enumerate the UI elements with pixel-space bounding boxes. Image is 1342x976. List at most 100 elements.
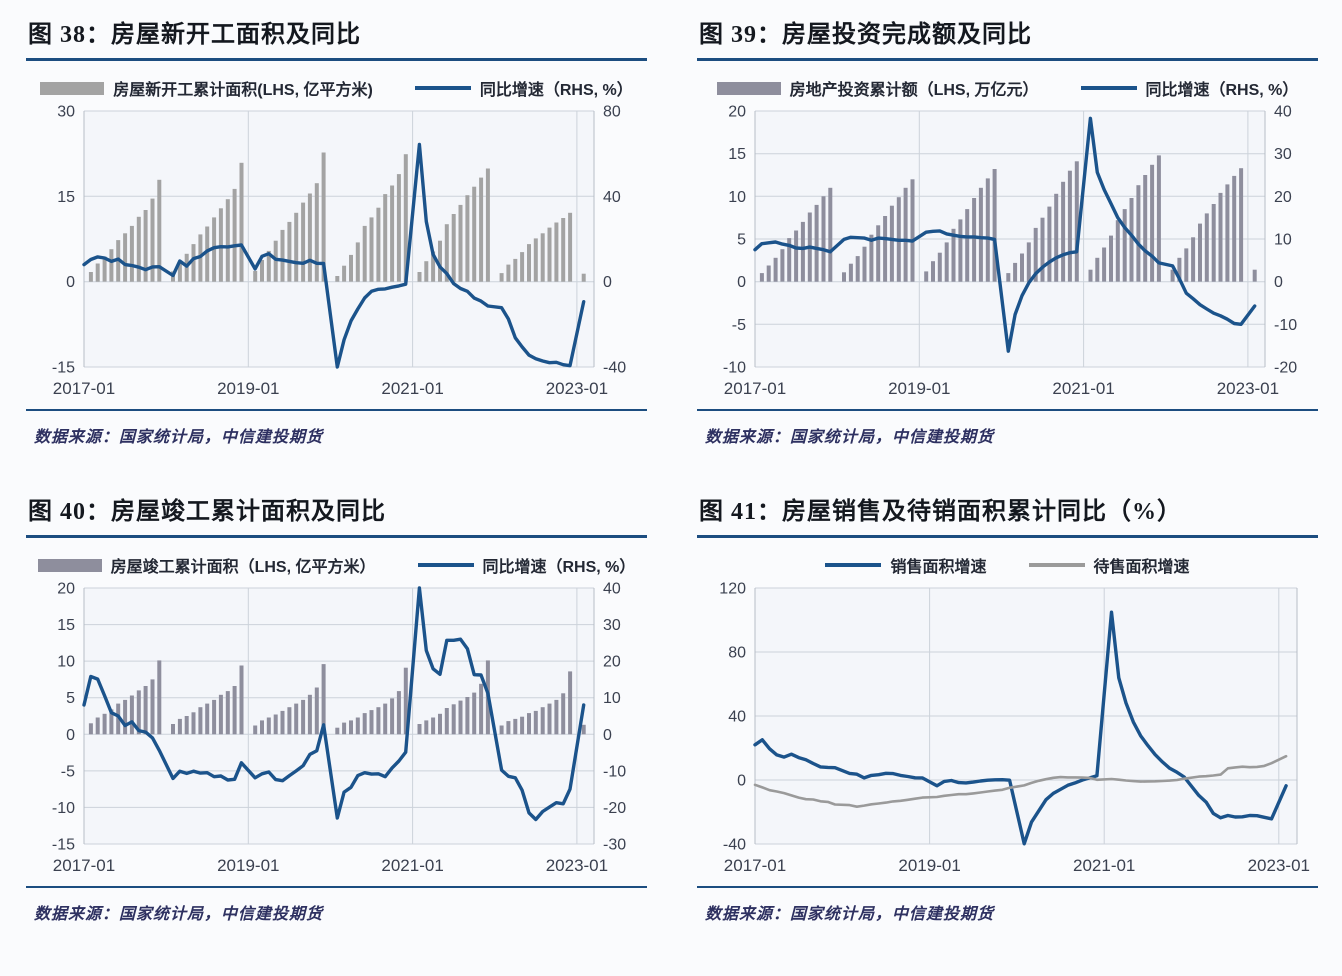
svg-text:5: 5	[66, 690, 75, 707]
svg-text:40: 40	[603, 189, 621, 206]
figure-41-title: 图 41：房屋销售及待销面积累计同比（%）	[699, 499, 1182, 525]
svg-text:-10: -10	[603, 763, 626, 780]
svg-text:-10: -10	[1274, 317, 1297, 334]
line-series-swatch	[825, 563, 882, 567]
svg-text:20: 20	[728, 104, 746, 121]
svg-text:-15: -15	[52, 837, 75, 854]
svg-text:2023-01: 2023-01	[546, 379, 608, 398]
figure-39-panel: 图 39：房屋投资完成额及同比 房地产投资累计额（LHS, 万亿元） 同比增速（…	[697, 10, 1318, 447]
figure-38-legend: 房屋新开工累计面积(LHS, 亿平方米) 同比增速（RHS, %）	[26, 75, 647, 101]
legend-label: 同比增速（RHS, %）	[479, 82, 633, 99]
svg-text:2021-01: 2021-01	[1052, 379, 1114, 398]
figure-40-panel: 图 40：房屋竣工累计面积及同比 房屋竣工累计面积（LHS, 亿平方米） 同比增…	[26, 487, 647, 924]
report-page: 图 38：房屋新开工面积及同比 房屋新开工累计面积(LHS, 亿平方米) 同比增…	[26, 10, 1318, 924]
svg-text:30: 30	[603, 617, 621, 634]
source-divider	[697, 409, 1318, 411]
svg-text:2017-01: 2017-01	[53, 379, 115, 398]
figure-40-legend: 房屋竣工累计面积（LHS, 亿平方米） 同比增速（RHS, %）	[26, 552, 647, 578]
svg-text:-40: -40	[723, 837, 746, 854]
svg-text:40: 40	[603, 581, 621, 598]
figure-41-legend: 销售面积增速 待售面积增速	[697, 552, 1318, 578]
line-series-swatch	[1028, 563, 1085, 567]
svg-text:10: 10	[57, 654, 75, 671]
svg-text:15: 15	[57, 617, 75, 634]
legend-label: 房地产投资累计额（LHS, 万亿元）	[789, 82, 1039, 99]
svg-text:10: 10	[603, 690, 621, 707]
data-source-note: 数据来源：国家统计局，中信建投期货	[34, 906, 324, 923]
bar-series-swatch	[40, 81, 105, 95]
data-source-note: 数据来源：国家统计局，中信建投期货	[705, 906, 995, 923]
svg-text:2023-01: 2023-01	[1248, 856, 1310, 875]
figure-40-chart-canvas: 20 15 10 5 0 -5 -10 -15 40 30 20 10 0 -10 -20 -30 2017-0…	[26, 580, 646, 880]
svg-text:2017-01: 2017-01	[724, 379, 786, 398]
legend-item-line: 同比增速（RHS, %）	[417, 553, 636, 577]
title-divider	[697, 58, 1318, 61]
svg-text:-10: -10	[723, 360, 746, 377]
bar-series-swatch	[716, 81, 781, 95]
legend-label: 销售面积增速	[890, 559, 987, 576]
legend-label: 待售面积增速	[1093, 559, 1190, 576]
svg-text:0: 0	[1274, 274, 1283, 291]
line-series-swatch	[414, 86, 471, 90]
svg-text:0: 0	[66, 727, 75, 744]
data-source-note: 数据来源：国家统计局，中信建投期货	[705, 429, 995, 446]
svg-text:-30: -30	[603, 837, 626, 854]
svg-text:2021-01: 2021-01	[381, 856, 443, 875]
svg-text:30: 30	[57, 104, 75, 121]
figure-40-title: 图 40：房屋竣工累计面积及同比	[28, 499, 386, 525]
svg-text:2019-01: 2019-01	[888, 379, 950, 398]
svg-text:0: 0	[737, 274, 746, 291]
svg-text:40: 40	[728, 709, 746, 726]
figure-41-panel: 图 41：房屋销售及待销面积累计同比（%） 销售面积增速 待售面积增速 120 8…	[697, 487, 1318, 924]
svg-text:2023-01: 2023-01	[1217, 379, 1279, 398]
svg-text:2017-01: 2017-01	[724, 856, 786, 875]
title-divider	[697, 535, 1318, 538]
svg-text:2023-01: 2023-01	[546, 856, 608, 875]
figure-38-chart-canvas: 30 15 0 -15 80 40 0 -40 2017-01 2019-01 2021-01 202…	[26, 103, 646, 403]
legend-label: 同比增速（RHS, %）	[482, 559, 636, 576]
svg-text:30: 30	[1274, 146, 1292, 163]
legend-item-line: 同比增速（RHS, %）	[1080, 76, 1298, 100]
title-divider	[26, 535, 647, 538]
svg-text:2019-01: 2019-01	[898, 856, 960, 875]
figure-38-title: 图 38：房屋新开工面积及同比	[28, 22, 361, 48]
legend-item-line: 同比增速（RHS, %）	[414, 76, 633, 100]
svg-text:20: 20	[1274, 189, 1292, 206]
svg-text:0: 0	[603, 727, 612, 744]
line-series-swatch	[417, 563, 474, 567]
svg-text:20: 20	[603, 654, 621, 671]
figure-39-legend: 房地产投资累计额（LHS, 万亿元） 同比增速（RHS, %）	[697, 75, 1318, 101]
bar-series-swatch	[37, 558, 102, 572]
source-divider	[697, 886, 1318, 888]
figure-41-chart-canvas: 120 80 40 0 -40 2017-01 2019-01 2021-01 2023-01	[697, 580, 1317, 880]
svg-text:-20: -20	[1274, 360, 1297, 377]
legend-item-bars: 房屋竣工累计面积（LHS, 亿平方米）	[37, 553, 376, 577]
svg-text:15: 15	[57, 189, 75, 206]
svg-text:-5: -5	[732, 317, 746, 334]
data-source-note: 数据来源：国家统计局，中信建投期货	[34, 429, 324, 446]
legend-item-inventory-line: 待售面积增速	[1028, 553, 1190, 577]
svg-text:40: 40	[1274, 104, 1292, 121]
svg-text:80: 80	[728, 645, 746, 662]
figure-39-chart-canvas: 20 15 10 5 0 -5 -10 40 30 20 10 0 -10 -20 2017-01 2019-…	[697, 103, 1317, 403]
svg-text:120: 120	[719, 581, 746, 598]
svg-text:80: 80	[603, 104, 621, 121]
svg-text:-5: -5	[61, 763, 75, 780]
svg-text:5: 5	[737, 232, 746, 249]
figure-39-title: 图 39：房屋投资完成额及同比	[699, 22, 1032, 48]
legend-item-bars: 房地产投资累计额（LHS, 万亿元）	[716, 76, 1039, 100]
svg-text:2021-01: 2021-01	[381, 379, 443, 398]
legend-label: 房屋新开工累计面积(LHS, 亿平方米)	[113, 82, 373, 99]
svg-text:20: 20	[57, 581, 75, 598]
svg-text:-10: -10	[52, 800, 75, 817]
svg-text:2019-01: 2019-01	[217, 379, 279, 398]
legend-label: 房屋竣工累计面积（LHS, 亿平方米）	[110, 559, 376, 576]
source-divider	[26, 409, 647, 411]
legend-item-sales-line: 销售面积增速	[825, 553, 987, 577]
svg-text:2019-01: 2019-01	[217, 856, 279, 875]
figure-38-panel: 图 38：房屋新开工面积及同比 房屋新开工累计面积(LHS, 亿平方米) 同比增…	[26, 10, 647, 447]
svg-text:0: 0	[603, 274, 612, 291]
svg-text:0: 0	[737, 773, 746, 790]
svg-text:0: 0	[66, 274, 75, 291]
svg-text:2017-01: 2017-01	[53, 856, 115, 875]
